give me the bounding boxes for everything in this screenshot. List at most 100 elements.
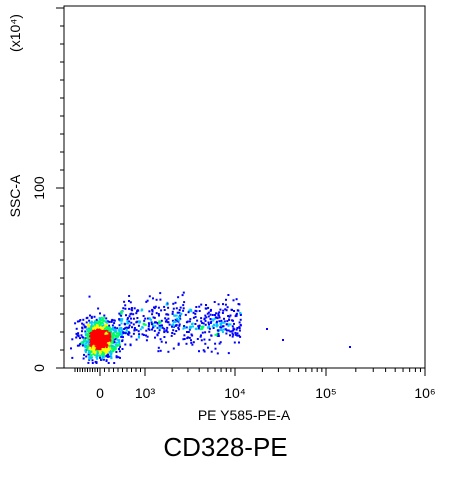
event-point — [127, 322, 130, 324]
event-point — [171, 310, 174, 313]
event-point — [155, 321, 158, 324]
event-point — [127, 326, 130, 329]
event-point — [154, 305, 157, 308]
event-point — [88, 295, 91, 298]
event-point — [160, 324, 163, 327]
event-point — [219, 308, 222, 311]
event-point — [112, 348, 115, 351]
event-point — [102, 330, 105, 333]
event-point — [182, 291, 185, 294]
event-point — [199, 335, 202, 338]
event-point — [145, 300, 148, 303]
event-point — [111, 337, 113, 340]
event-point — [172, 329, 175, 332]
event-point — [178, 309, 181, 311]
event-point — [99, 319, 102, 322]
event-point — [102, 358, 105, 361]
event-point — [128, 315, 131, 318]
event-point — [90, 327, 93, 330]
event-point — [114, 338, 117, 341]
event-point — [152, 326, 155, 329]
event-point — [79, 343, 82, 346]
event-point — [222, 309, 225, 312]
event-point — [75, 332, 78, 335]
event-point — [183, 334, 186, 337]
event-point — [110, 319, 113, 322]
event-point — [234, 331, 237, 334]
event-point — [89, 339, 92, 342]
event-point — [215, 316, 218, 319]
event-point — [94, 343, 97, 346]
event-point — [88, 337, 91, 340]
event-point — [78, 320, 81, 323]
chart-title: CD328-PE — [163, 432, 288, 462]
event-point — [95, 348, 98, 351]
event-point — [185, 326, 188, 329]
event-point — [188, 336, 191, 339]
event-point — [83, 338, 86, 341]
event-point — [115, 341, 118, 344]
event-point — [141, 333, 144, 336]
event-point — [196, 338, 199, 340]
event-point — [209, 318, 212, 320]
event-point — [152, 316, 155, 319]
event-point — [177, 296, 180, 299]
event-point — [120, 335, 123, 338]
plot-frame — [63, 5, 426, 369]
event-point — [119, 319, 122, 322]
event-point — [84, 345, 86, 348]
event-point — [130, 317, 132, 320]
event-point — [171, 325, 173, 328]
event-point — [148, 328, 151, 331]
event-point — [194, 315, 197, 318]
event-point — [236, 327, 239, 329]
event-point — [234, 333, 237, 336]
event-point — [151, 328, 153, 331]
event-point — [105, 339, 108, 342]
event-point — [102, 335, 105, 338]
event-point — [208, 338, 211, 341]
event-point — [120, 314, 123, 317]
event-point — [207, 326, 209, 329]
event-point — [95, 332, 97, 335]
event-point — [151, 323, 153, 326]
event-point — [210, 308, 212, 311]
event-point — [144, 323, 147, 326]
event-point — [90, 335, 93, 338]
event-point — [89, 332, 92, 335]
event-point — [179, 314, 182, 317]
event-point — [217, 312, 220, 315]
event-point — [146, 335, 149, 338]
event-point — [86, 316, 89, 319]
event-point — [226, 329, 228, 332]
event-point — [195, 310, 198, 313]
event-point — [104, 346, 107, 349]
event-point — [88, 327, 90, 330]
event-point — [198, 327, 200, 330]
event-point — [91, 329, 94, 331]
event-point — [172, 325, 175, 328]
event-point — [231, 332, 234, 335]
event-point — [101, 357, 104, 360]
event-point — [156, 334, 159, 337]
event-point — [90, 315, 93, 318]
event-point — [205, 304, 207, 306]
event-point — [224, 308, 227, 311]
event-point — [228, 318, 230, 321]
event-point — [104, 335, 107, 338]
event-point — [159, 292, 162, 295]
event-point — [92, 345, 95, 348]
event-point — [122, 332, 125, 335]
event-point — [86, 345, 89, 348]
event-point — [95, 329, 98, 332]
event-point — [121, 318, 124, 321]
event-point — [135, 328, 138, 331]
event-point — [238, 326, 241, 329]
event-point — [119, 345, 121, 348]
event-point — [128, 295, 131, 297]
event-point — [106, 340, 109, 342]
event-point — [119, 318, 122, 321]
event-point — [76, 344, 79, 347]
event-point — [94, 321, 97, 324]
event-point — [124, 323, 126, 326]
